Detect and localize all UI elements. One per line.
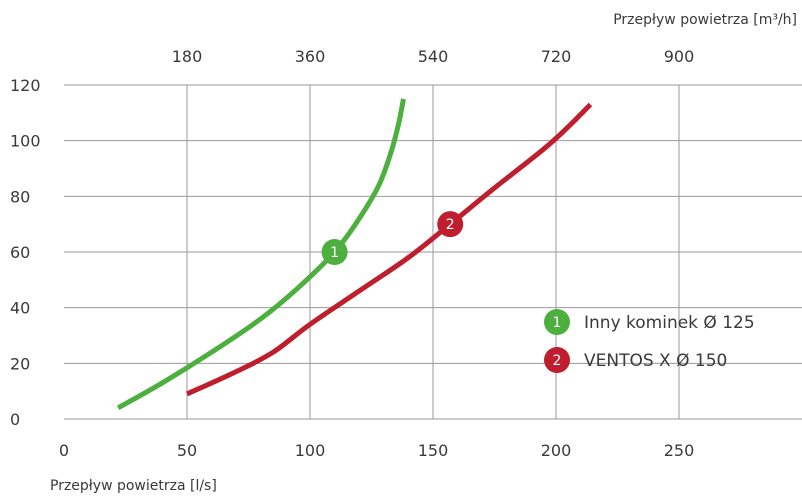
y-tick-label: 40 bbox=[10, 299, 30, 318]
series-marker-label-2: 2 bbox=[446, 217, 455, 233]
x2-tick-label: 540 bbox=[418, 47, 449, 66]
legend: 1 Inny kominek Ø 125 2 VENTOS X Ø 150 bbox=[544, 309, 755, 373]
series-markers: 12 bbox=[321, 211, 464, 265]
x-tick-label: 100 bbox=[295, 441, 326, 460]
x-axis-title: Przepływ powietrza [l/s] bbox=[50, 478, 217, 494]
legend-marker-2 bbox=[544, 347, 570, 373]
y-tick-label: 20 bbox=[10, 354, 30, 373]
x2-tick-label: 180 bbox=[172, 47, 203, 66]
legend-entry-2: VENTOS X Ø 150 bbox=[584, 351, 727, 371]
x-tick-label: 250 bbox=[664, 441, 695, 460]
x-tick-label: 0 bbox=[59, 441, 69, 460]
legend-entry-1: Inny kominek Ø 125 bbox=[584, 313, 755, 333]
x-tick-label: 150 bbox=[418, 441, 449, 460]
y-tick-label: 120 bbox=[10, 76, 41, 95]
series-marker-1 bbox=[321, 239, 348, 265]
series-marker-2 bbox=[437, 211, 464, 238]
x-tick-label: 50 bbox=[177, 441, 197, 460]
y-tick-label: 80 bbox=[10, 187, 30, 206]
y-tick-label: 0 bbox=[10, 410, 20, 429]
y-tick-label: 60 bbox=[10, 243, 30, 262]
series-lines bbox=[116, 98, 593, 411]
x2-tick-label: 900 bbox=[664, 47, 695, 66]
y-tick-label: 100 bbox=[10, 132, 41, 151]
x2-axis-title: Przepływ powietrza [m³/h] bbox=[613, 12, 797, 28]
tick-labels: 0 20 40 60 80 100 120 0 50 100 150 200 250 180 360 540 7… bbox=[10, 47, 694, 460]
x2-tick-label: 720 bbox=[541, 47, 572, 66]
legend-marker-1 bbox=[544, 309, 570, 335]
legend-marker-label-1: 1 bbox=[553, 315, 562, 331]
legend-marker-label-2: 2 bbox=[553, 353, 562, 369]
series-marker-label-1: 1 bbox=[330, 245, 339, 261]
x2-tick-label: 360 bbox=[295, 47, 326, 66]
series-line-2 bbox=[185, 102, 593, 397]
x-tick-label: 200 bbox=[541, 441, 572, 460]
